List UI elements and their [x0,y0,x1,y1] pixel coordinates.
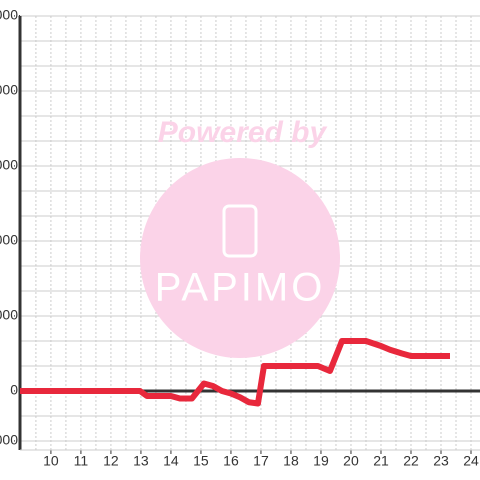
watermark-text: Powered by [158,116,328,149]
x-tick-label: 21 [373,453,389,469]
y-tick-label: 120,000 [0,82,18,98]
x-tick-label: 11 [74,453,89,469]
watermark-icon [222,204,258,258]
x-tick-label: 16 [223,453,239,469]
x-tick-label: 12 [103,453,119,469]
x-tick-label: 22 [403,453,419,469]
x-tick-label: 18 [283,453,299,469]
x-tick-label: 23 [433,453,449,469]
x-tick-label: 24 [463,453,479,469]
y-tick-label: 60,000 [0,232,18,248]
x-tick-label: 13 [133,453,149,469]
x-tick-label: 14 [163,453,179,469]
x-tick-label: 10 [43,453,59,469]
y-tick-label: -20,000 [0,432,18,448]
y-tick-label: 30,000 [0,307,18,323]
x-tick-label: 17 [253,453,269,469]
y-tick-label: 0 [10,382,18,398]
x-tick-label: 19 [313,453,329,469]
watermark-logo: PAPIMO [155,266,326,310]
x-tick-label: 15 [193,453,209,469]
watermark: Powered by PAPIMO [140,116,340,358]
watermark-circle [140,158,340,358]
line [20,338,450,407]
y-tick-label: 150,000 [0,7,18,23]
y-tick-label: 90,000 [0,157,18,173]
x-tick-label: 20 [343,453,359,469]
